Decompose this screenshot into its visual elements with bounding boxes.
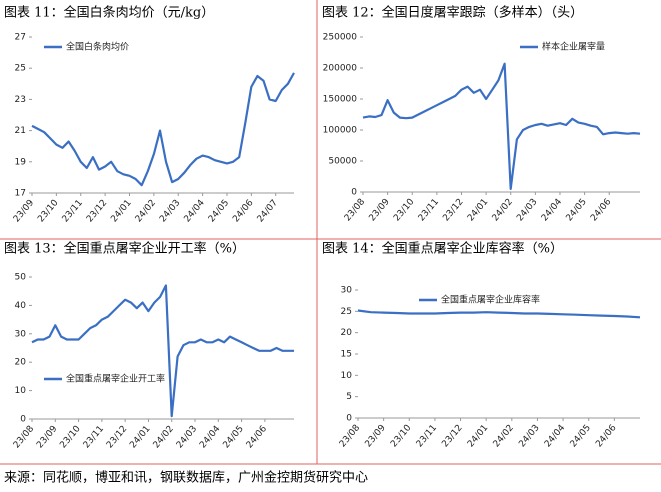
- x-tick-label: 24/02: [491, 197, 515, 223]
- y-tick-label: 150000: [323, 95, 358, 105]
- x-tick-label: 24/03: [158, 198, 182, 224]
- x-tick-label: 24/01: [128, 424, 152, 450]
- x-tick-label: 23/11: [82, 424, 106, 450]
- x-tick-label: 24/06: [594, 423, 619, 450]
- x-tick-label: 24/05: [569, 423, 593, 449]
- y-tick-label: 5: [346, 392, 352, 402]
- x-tick-label: 23/12: [440, 423, 464, 449]
- x-tick-label: 23/12: [85, 198, 109, 224]
- x-tick-label: 23/11: [61, 198, 85, 224]
- y-tick-label: 20: [15, 358, 27, 368]
- y-tick-label: 50: [15, 273, 27, 283]
- x-tick-label: 23/09: [12, 198, 37, 225]
- x-tick-label: 24/01: [466, 197, 490, 223]
- source-note: 来源：同花顺，博亚和讯，钢联数据库，广州金控期货研究中心: [4, 470, 368, 486]
- y-tick-label: 50000: [328, 157, 357, 167]
- x-tick-label: 24/02: [134, 198, 158, 224]
- y-tick-label: 250000: [323, 33, 358, 43]
- x-tick-label: 23/09: [364, 423, 389, 450]
- x-tick-label: 24/04: [182, 198, 207, 225]
- y-tick-label: 100000: [323, 126, 358, 136]
- legend-label: 全国重点屠宰企业开工率: [66, 373, 165, 385]
- y-tick-label: 0: [346, 414, 352, 424]
- chart-title: 图表 14：全国重点屠宰企业库容率（%）: [322, 241, 563, 257]
- series-line: [31, 284, 294, 418]
- x-tick-label: 23/12: [105, 424, 129, 450]
- y-tick-label: 0: [351, 188, 357, 198]
- x-tick-label: 23/08: [12, 424, 37, 451]
- legend-label: 样本企业屠宰量: [542, 41, 605, 53]
- x-tick-label: 23/08: [343, 197, 368, 224]
- x-tick-label: 23/10: [392, 197, 417, 224]
- y-tick-label: 0: [20, 415, 26, 425]
- x-tick-label: 24/07: [256, 198, 280, 224]
- x-tick-label: 23/11: [415, 423, 439, 449]
- x-tick-label: 24/04: [540, 197, 565, 224]
- x-tick-label: 24/06: [231, 198, 256, 225]
- y-tick-label: 15: [341, 350, 352, 360]
- x-tick-label: 24/02: [492, 423, 516, 449]
- x-tick-label: 24/06: [245, 424, 270, 451]
- y-tick-label: 30: [341, 286, 353, 296]
- chart-title: 图表 13：全国重点屠宰企业开工率（%）: [4, 241, 245, 257]
- x-tick-label: 23/12: [441, 197, 465, 223]
- x-tick-label: 23/08: [338, 423, 363, 450]
- x-tick-label: 24/05: [221, 424, 245, 450]
- y-tick-label: 27: [15, 33, 26, 43]
- x-tick-label: 24/01: [466, 423, 490, 449]
- y-tick-label: 200000: [323, 64, 358, 74]
- chart-title: 图表 11：全国白条肉均价（元/kg）: [4, 5, 214, 21]
- x-tick-label: 24/06: [589, 197, 614, 224]
- x-tick-label: 24/05: [207, 198, 231, 224]
- x-tick-label: 24/03: [517, 423, 541, 449]
- y-tick-label: 19: [15, 157, 27, 167]
- x-tick-label: 23/10: [389, 423, 414, 450]
- legend-label: 全国重点屠宰企业库容率: [441, 294, 540, 306]
- x-tick-label: 24/05: [564, 197, 588, 223]
- series-line: [357, 309, 641, 319]
- y-tick-label: 10: [15, 386, 27, 396]
- chart-title: 图表 12：全国日度屠宰跟踪（多样本）（头）: [322, 5, 583, 21]
- x-tick-label: 24/04: [543, 423, 568, 450]
- x-tick-label: 23/09: [368, 197, 393, 224]
- y-tick-label: 20: [341, 328, 353, 338]
- x-tick-label: 24/04: [198, 424, 223, 451]
- series-line: [362, 62, 641, 190]
- x-tick-label: 23/11: [417, 197, 441, 223]
- y-tick-label: 30: [15, 329, 27, 339]
- y-tick-label: 10: [341, 371, 353, 381]
- y-tick-label: 40: [15, 301, 27, 311]
- y-tick-label: 23: [15, 95, 26, 105]
- y-tick-label: 25: [15, 64, 26, 74]
- x-tick-label: 23/10: [58, 424, 83, 451]
- x-tick-label: 23/10: [36, 198, 61, 225]
- x-tick-label: 24/03: [175, 424, 199, 450]
- y-tick-label: 25: [341, 307, 352, 317]
- series-line: [31, 72, 295, 187]
- x-tick-label: 23/09: [35, 424, 60, 451]
- y-tick-label: 17: [15, 189, 26, 199]
- x-tick-label: 24/01: [109, 198, 133, 224]
- x-tick-label: 24/02: [152, 424, 176, 450]
- x-tick-label: 24/03: [515, 197, 539, 223]
- y-tick-label: 21: [15, 126, 26, 136]
- legend-label: 全国白条肉均价: [66, 41, 129, 53]
